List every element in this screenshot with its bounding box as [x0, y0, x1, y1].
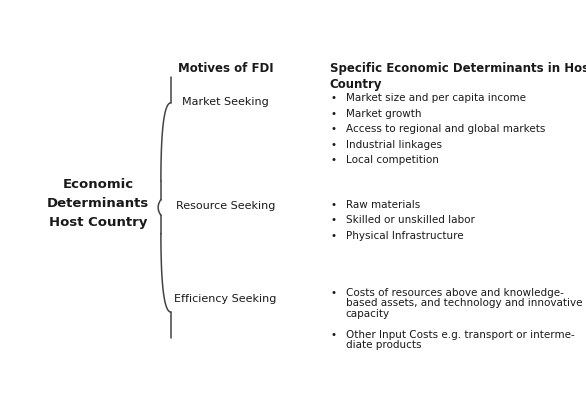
- Text: diate products: diate products: [346, 339, 421, 349]
- Text: Other Input Costs e.g. transport or interme-: Other Input Costs e.g. transport or inte…: [346, 329, 574, 339]
- Text: •: •: [330, 155, 336, 165]
- Text: •: •: [330, 199, 336, 209]
- Text: •: •: [330, 230, 336, 240]
- Text: Market growth: Market growth: [346, 108, 421, 118]
- Text: Physical Infrastructure: Physical Infrastructure: [346, 230, 464, 240]
- Text: •: •: [330, 139, 336, 149]
- Text: •: •: [330, 93, 336, 103]
- Text: Economic
Determinants
Host Country: Economic Determinants Host Country: [47, 177, 149, 228]
- Text: •: •: [330, 329, 336, 339]
- Text: Resource Seeking: Resource Seeking: [176, 200, 275, 211]
- Text: •: •: [330, 215, 336, 225]
- Text: Raw materials: Raw materials: [346, 199, 420, 209]
- Text: •: •: [330, 288, 336, 298]
- Text: Motives of FDI: Motives of FDI: [178, 62, 273, 75]
- Text: Skilled or unskilled labor: Skilled or unskilled labor: [346, 215, 475, 225]
- Text: Access to regional and global markets: Access to regional and global markets: [346, 124, 545, 134]
- Text: Market size and per capita income: Market size and per capita income: [346, 93, 526, 103]
- Text: •: •: [330, 108, 336, 118]
- Text: Specific Economic Determinants in Host
Country: Specific Economic Determinants in Host C…: [330, 62, 586, 91]
- Text: capacity: capacity: [346, 308, 390, 318]
- Text: Costs of resources above and knowledge-: Costs of resources above and knowledge-: [346, 288, 564, 298]
- Text: Market Seeking: Market Seeking: [182, 97, 269, 107]
- Text: based assets, and technology and innovative: based assets, and technology and innovat…: [346, 298, 582, 308]
- Text: Local competition: Local competition: [346, 155, 438, 165]
- Text: •: •: [330, 124, 336, 134]
- Text: Efficiency Seeking: Efficiency Seeking: [174, 293, 277, 303]
- Text: Industrial linkages: Industrial linkages: [346, 139, 442, 149]
